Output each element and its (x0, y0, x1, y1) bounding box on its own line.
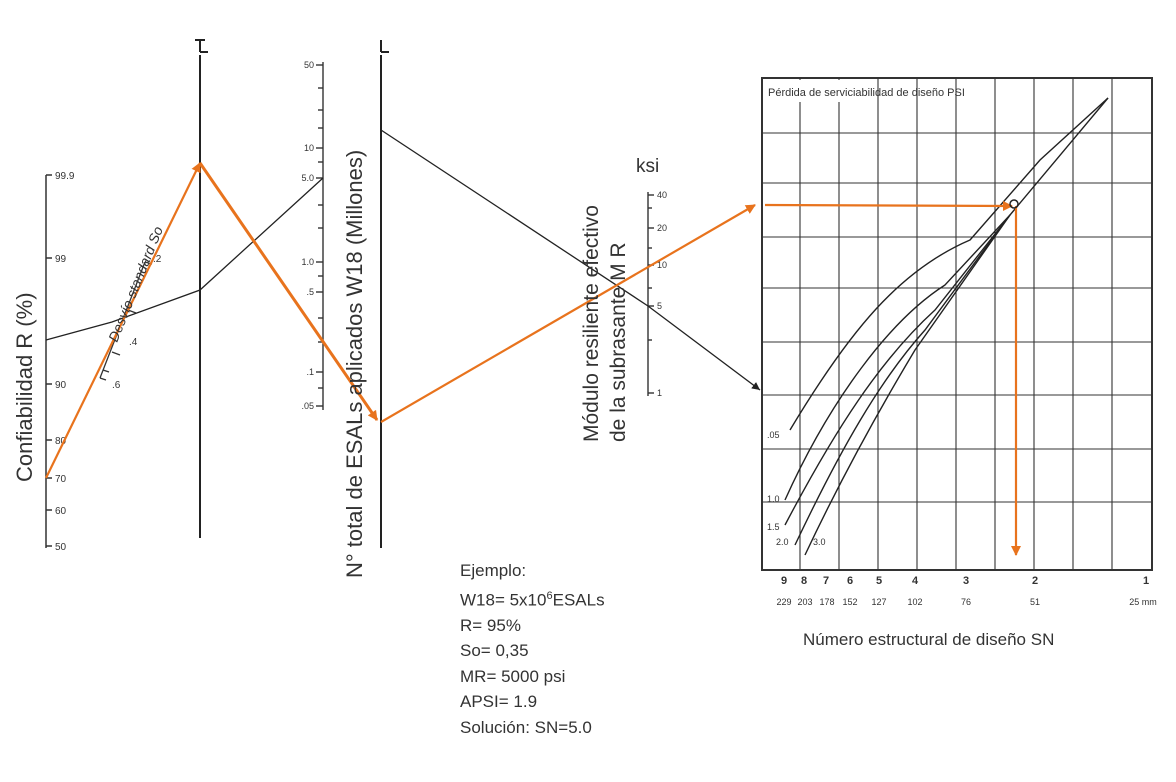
psi-curve-label: 2.0 (776, 537, 789, 547)
reliability-scale (45, 174, 52, 548)
reliability-tick: 99 (55, 254, 67, 265)
psi-curves (784, 97, 1109, 556)
esals-tick: .5 (306, 287, 314, 297)
mm-tick: 127 (871, 597, 886, 607)
psi-curve-label: 1.0 (767, 494, 780, 504)
sn-tick: 2 (1032, 575, 1038, 587)
modulus-tick: 10 (657, 260, 667, 270)
mm-tick: 203 (797, 597, 812, 607)
reliability-tick: 90 (55, 380, 67, 391)
sn-tick: 1 (1143, 575, 1149, 587)
example-heading: Ejemplo: (460, 561, 527, 580)
std-dev-tick: .4 (129, 337, 138, 348)
esals-tick: 5.0 (301, 173, 314, 183)
reference-construction-lines (45, 129, 761, 391)
esals-tick: 50 (304, 60, 314, 70)
esals-tick: 10 (304, 143, 314, 153)
modulus-scale (647, 192, 654, 396)
sn-tick: 4 (912, 575, 919, 587)
psi-curve-label: 1.5 (767, 522, 780, 532)
psi-curve-label: .05 (767, 430, 780, 440)
reliability-tick: 70 (55, 474, 67, 485)
solution-path (45, 162, 1021, 556)
mm-tick: 152 (842, 597, 857, 607)
modulus-unit: ksi (636, 156, 660, 177)
modulus-tick: 1 (657, 388, 662, 398)
reliability-tick: 60 (55, 506, 67, 517)
reliability-title: Confiabilidad R (%) (12, 292, 37, 482)
sn-tick: 8 (801, 575, 807, 587)
esals-scale (316, 62, 324, 410)
sn-tick: 5 (876, 575, 882, 587)
sn-axis-label: Número estructural de diseño SN (803, 630, 1055, 649)
modulus-tick: 20 (657, 223, 667, 233)
esals-tick: 1.0 (301, 257, 314, 267)
esals-title: N° total de ESALs aplicados W18 (Millone… (342, 149, 367, 578)
psi-curve-label: 3.0 (813, 537, 826, 547)
chart-title: Pérdida de serviciabilidad de diseño PSI (768, 87, 965, 99)
reliability-tick: 50 (55, 542, 67, 553)
mm-tick: 76 (961, 597, 971, 607)
esals-tick: .05 (301, 401, 314, 411)
example-std-dev: So= 0,35 (460, 641, 529, 661)
modulus-title-line2: de la subrasante M R (607, 242, 630, 442)
example-w18-suffix: ESALs (552, 590, 605, 610)
example-modulus: MR= 5000 psi (460, 666, 566, 686)
example-w18: W18= 5x106ESALs (460, 584, 605, 613)
mm-tick: 178 (819, 597, 834, 607)
example-w18-prefix: W18= 5x10 (460, 590, 547, 610)
turning-line-1 (195, 39, 208, 538)
mm-tick: 51 (1030, 597, 1040, 607)
esals-tick: .1 (306, 367, 314, 377)
modulus-title-line1: Módulo resiliente efectivo (580, 205, 603, 442)
modulus-tick: 5 (657, 301, 662, 311)
example-psi-loss: APSI= 1.9 (460, 692, 538, 712)
design-chart-grid (761, 77, 1153, 571)
mm-tick: 229 (776, 597, 791, 607)
mm-tick: 102 (907, 597, 922, 607)
sn-tick: 7 (823, 575, 829, 587)
example-block: Ejemplo: W18= 5x106ESALs R= 95% So= 0,35… (460, 558, 605, 740)
solution-point (1009, 199, 1019, 209)
sn-tick: 9 (781, 575, 787, 587)
example-w18-exponent: 6 (546, 589, 553, 602)
turning-line-2 (380, 40, 389, 548)
modulus-tick: 40 (657, 190, 667, 200)
std-dev-tick: .6 (112, 380, 121, 391)
example-reliability: R= 95% (460, 615, 521, 635)
sn-tick: 6 (847, 575, 853, 587)
mm-tick: 25 mm (1129, 597, 1157, 607)
std-dev-tick: .2 (153, 254, 162, 265)
reliability-tick: 80 (55, 436, 67, 447)
example-solution: Solución: SN=5.0 (460, 717, 592, 737)
reliability-tick: 99.9 (55, 171, 75, 182)
sn-tick: 3 (963, 575, 969, 587)
